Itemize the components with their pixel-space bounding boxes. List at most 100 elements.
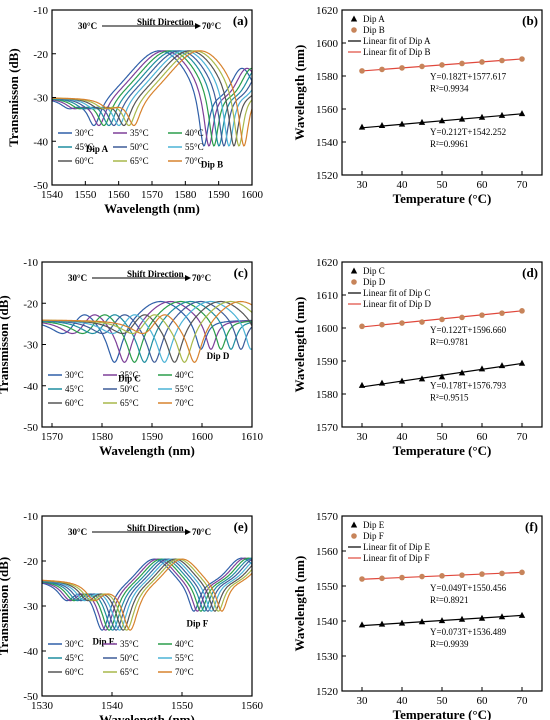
panel-d-panel-letter: (d): [522, 265, 538, 280]
panel-b-data-point-Dip B: [419, 63, 425, 70]
panel-f-y-tick-label: 1550: [316, 581, 339, 593]
panel-c-legend-label: 50°C: [120, 384, 139, 394]
panel-e-legend-label: 40°C: [175, 639, 194, 649]
panel-b-data-point-Dip B: [379, 66, 385, 73]
panel-f-x-tick-label: 40: [397, 695, 409, 707]
panel-a-annotation-arrowhead: [195, 23, 201, 29]
panel-d-data-point-Dip D: [359, 323, 365, 330]
panel-a-x-tick-label: 1570: [141, 189, 164, 201]
panel-d-legend-label: Linear fit of Dip D: [363, 299, 431, 309]
panel-e-y-tick-label: -10: [23, 511, 38, 523]
panel-b-data-point-Dip A: [378, 122, 386, 128]
panel-f-legend-label: Linear fit of Dip E: [363, 542, 430, 552]
panel-a-legend-label: 70°C: [185, 156, 204, 166]
panel-b-y-tick-label: 1620: [316, 5, 339, 17]
panel-b-legend-label: Dip A: [363, 14, 385, 24]
panel-e-series-line-60°C: [42, 558, 252, 631]
panel-a-y-tick-label: -40: [33, 136, 48, 148]
panel-d-data-point-Dip C: [358, 381, 366, 388]
panel-a-legend-label: 55°C: [185, 142, 204, 152]
panel-d-data-point-Dip D: [479, 312, 485, 318]
panel-a-series-line-30°C: [52, 50, 252, 147]
panel-d-data-point-Dip C: [378, 379, 386, 386]
panel-b-legend-marker: [351, 27, 357, 33]
panel-b-legend-label: Dip B: [363, 25, 385, 35]
panel-a-series-line-70°C: [52, 50, 252, 147]
panel-c-legend-label: 35°C: [120, 370, 139, 380]
panel-f-x-axis-label: Temperature (°C): [393, 707, 492, 720]
panel-a-dip-label: Dip A: [86, 144, 109, 154]
panel-d-y-tick-label: 1590: [316, 356, 339, 368]
panel-a-annotation-start: 30°C: [78, 21, 97, 31]
panel-f-fit-equation: Y=0.073T+1536.489: [430, 627, 507, 637]
panel-b-data-point-Dip B: [479, 59, 485, 65]
panel-a-y-tick-label: -50: [33, 180, 48, 192]
panel-e-panel-letter: (e): [234, 519, 248, 534]
panel-b-data-point-Dip B: [439, 62, 445, 68]
panel-e-annotation-arrowhead: [185, 529, 191, 535]
panel-d-data-point-Dip D: [379, 321, 385, 328]
panel-b-fit-equation: Y=0.182T+1577.617: [430, 71, 507, 81]
panel-d-x-tick-label: 50: [437, 431, 449, 443]
panel-c-x-tick-label: 1600: [191, 431, 214, 443]
panel-a-y-axis-label: Transmisson (dB): [6, 48, 21, 146]
panel-b-panel-letter: (b): [522, 13, 538, 28]
panel-b-legend-label: Linear fit of Dip A: [363, 36, 431, 46]
panel-e-annotation-end: 70°C: [192, 527, 211, 537]
panel-f-y-tick-label: 1560: [316, 546, 339, 558]
panel-c-x-tick-label: 1590: [141, 431, 164, 443]
panel-f-x-tick-label: 70: [517, 695, 529, 707]
panel-f-data-point-Dip E: [438, 617, 446, 624]
panel-b-data-point-Dip A: [398, 120, 406, 127]
panel-f-fit-r2: R²=0.9939: [430, 639, 469, 649]
panel-f-data-point-Dip E: [398, 619, 406, 626]
panel-c-y-tick-label: -40: [23, 381, 38, 393]
panel-e-legend-label: 50°C: [120, 653, 139, 663]
panel-c-x-axis-label: Wavelength (nm): [99, 443, 195, 458]
panel-b-fit-equation: Y=0.212T+1542.252: [430, 127, 506, 137]
panel-e-y-tick-label: -50: [23, 691, 38, 703]
panel-b-x-tick-label: 40: [397, 179, 409, 191]
panel-d-data-point-Dip D: [499, 310, 505, 316]
panel-d-y-tick-label: 1600: [316, 323, 339, 335]
panel-a-x-tick-label: 1540: [41, 189, 64, 201]
panel-f-data-point-Dip F: [399, 574, 405, 581]
panel-d-data-point-Dip C: [398, 377, 406, 384]
panel-e-annotation-start: 30°C: [68, 527, 87, 537]
panel-e-dip-label: Dip E: [92, 636, 114, 646]
panel-a-legend-label: 50°C: [130, 142, 149, 152]
panel-e-spectrum-chart: 1530 1540 1550 1560 -50 -40 -30 -20 -10 Wavelengt…: [0, 511, 264, 720]
panel-d-y-tick-label: 1610: [316, 290, 339, 302]
panel-f-y-axis-label: Wavelength (nm): [292, 556, 307, 652]
panel-f-y-tick-label: 1570: [316, 511, 339, 523]
panel-a-legend-label: 45°C: [75, 142, 94, 152]
panel-b-data-point-Dip A: [438, 117, 446, 124]
panel-f-legend-label: Dip E: [363, 520, 385, 530]
panel-d-data-point-Dip C: [478, 365, 486, 372]
panel-f-legend-marker: [350, 521, 358, 528]
panel-e-y-tick-label: -20: [23, 556, 38, 568]
panel-a-y-tick-label: -10: [33, 5, 48, 17]
panel-a-x-tick-label: 1590: [208, 189, 231, 201]
panel-c-annotation-arrowhead: [185, 275, 191, 281]
panel-f-data-point-Dip F: [479, 571, 485, 577]
panel-b-fit-r2: R²=0.9961: [430, 139, 469, 149]
panel-b-data-point-Dip A: [458, 115, 466, 122]
panel-b-y-tick-label: 1600: [316, 38, 339, 50]
panel-a-series-line-60°C: [52, 50, 252, 147]
panel-e-annotation-label: Shift Direction: [127, 523, 184, 533]
panel-c-legend-label: 65°C: [120, 398, 139, 408]
panel-d-x-tick-label: 70: [517, 431, 529, 443]
panel-f-y-tick-label: 1530: [316, 651, 339, 663]
panel-e-legend-label: 60°C: [65, 667, 84, 677]
panel-f-x-tick-label: 50: [437, 695, 449, 707]
panel-d-data-point-Dip D: [439, 316, 445, 323]
panel-a-annotation-end: 70°C: [202, 21, 221, 31]
panel-c-annotation-end: 70°C: [192, 273, 211, 283]
panel-b-x-axis-label: Temperature (°C): [393, 191, 492, 206]
panel-c-annotation-label: Shift Direction: [127, 269, 184, 279]
panel-a-series-line-50°C: [52, 50, 252, 147]
panel-b-data-point-Dip A: [418, 118, 426, 125]
panel-d-y-tick-label: 1580: [316, 389, 339, 401]
panel-f-data-point-Dip F: [459, 572, 465, 578]
